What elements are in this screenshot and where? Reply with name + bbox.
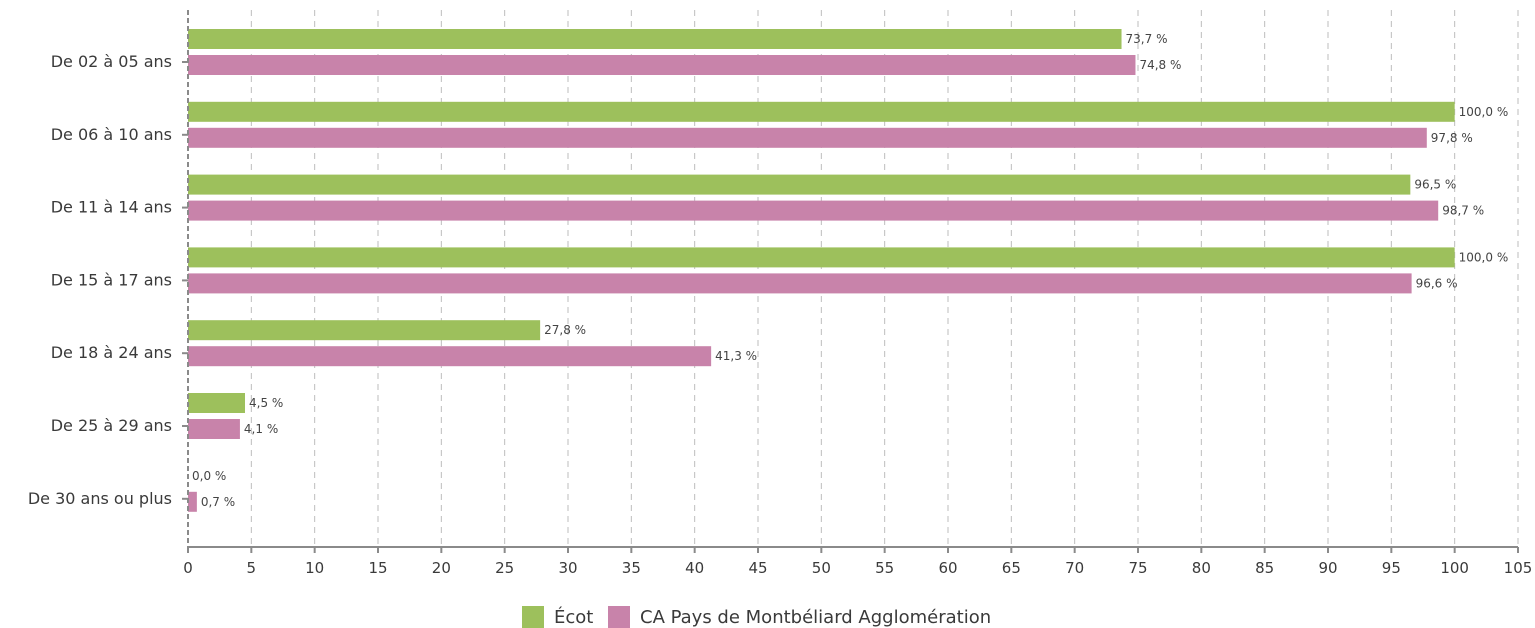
value-label: 0,7 % <box>201 495 235 509</box>
category-label: De 25 à 29 ans <box>51 416 172 435</box>
value-labels: 73,7 % 100,0 % 96,5 % 100,0 % 27,8 % 4,5 % 0,0… <box>192 32 1508 509</box>
value-label: 97,8 % <box>1431 131 1473 145</box>
legend-label: Écot <box>554 606 593 628</box>
value-label: 96,6 % <box>1416 276 1458 290</box>
x-tick-labels: 0 5 10 15 20 25 30 35 40 45 50 55 60 65 70 75 80 85 90 95 10… <box>183 559 1532 577</box>
x-tick-label: 40 <box>685 559 704 577</box>
x-tick-label: 30 <box>558 559 577 577</box>
x-tick-label: 95 <box>1382 559 1401 577</box>
x-tick-label: 35 <box>622 559 641 577</box>
x-tick-label: 100 <box>1440 559 1469 577</box>
x-tick-label: 10 <box>305 559 324 577</box>
bar-ecot-5 <box>188 393 245 413</box>
category-label: De 11 à 14 ans <box>51 198 172 217</box>
bar-ecot-3 <box>188 247 1455 268</box>
x-tick-label: 45 <box>748 559 767 577</box>
x-tick-label: 80 <box>1192 559 1211 577</box>
value-label: 74,8 % <box>1139 58 1181 72</box>
axes <box>182 10 1519 553</box>
legend-label: CA Pays de Montbéliard Agglomération <box>640 607 991 628</box>
legend-swatch <box>608 606 630 628</box>
category-label: De 15 à 17 ans <box>51 270 172 289</box>
bar-capma-4 <box>188 346 712 367</box>
x-tick-label: 15 <box>368 559 387 577</box>
bar-capma-0 <box>188 55 1136 75</box>
category-labels: De 02 à 05 ans De 06 à 10 ans De 11 à 14 a… <box>28 52 172 508</box>
x-tick-label: 75 <box>1128 559 1147 577</box>
bar-ecot-0 <box>188 29 1122 49</box>
legend-swatch <box>522 606 544 628</box>
x-tick-label: 25 <box>495 559 514 577</box>
value-label: 100,0 % <box>1459 105 1509 119</box>
category-label: De 30 ans ou plus <box>28 489 172 508</box>
category-label: De 18 à 24 ans <box>51 343 172 362</box>
value-label: 73,7 % <box>1126 32 1168 46</box>
category-label: De 02 à 05 ans <box>51 52 172 71</box>
bar-capma-6 <box>188 491 197 512</box>
x-tick-label: 90 <box>1318 559 1337 577</box>
x-tick-label: 85 <box>1255 559 1274 577</box>
value-label: 0,0 % <box>192 469 226 483</box>
x-tick-label: 5 <box>247 559 257 577</box>
value-label: 96,5 % <box>1414 178 1456 192</box>
x-tick-label: 50 <box>812 559 831 577</box>
category-label: De 06 à 10 ans <box>51 125 172 144</box>
bar-capma-3 <box>188 273 1412 294</box>
bars <box>188 29 1455 512</box>
value-label: 4,1 % <box>244 422 278 436</box>
bar-capma-1 <box>188 127 1427 148</box>
x-tick-label: 55 <box>875 559 894 577</box>
x-tick-label: 105 <box>1504 559 1533 577</box>
bar-capma-5 <box>188 419 240 439</box>
value-label: 41,3 % <box>715 349 757 363</box>
value-label: 4,5 % <box>249 396 283 410</box>
x-tick-label: 20 <box>432 559 451 577</box>
legend: Écot CA Pays de Montbéliard Agglomération <box>522 606 991 628</box>
value-label: 98,7 % <box>1442 204 1484 218</box>
x-tick-label: 60 <box>938 559 957 577</box>
bar-capma-2 <box>188 200 1439 221</box>
bar-ecot-4 <box>188 320 541 341</box>
x-tick-label: 70 <box>1065 559 1084 577</box>
x-tick-label: 65 <box>1002 559 1021 577</box>
bar-ecot-2 <box>188 174 1411 195</box>
bar-ecot-1 <box>188 101 1455 122</box>
x-tick-label: 0 <box>183 559 193 577</box>
value-label: 27,8 % <box>544 323 586 337</box>
value-label: 100,0 % <box>1459 250 1509 264</box>
